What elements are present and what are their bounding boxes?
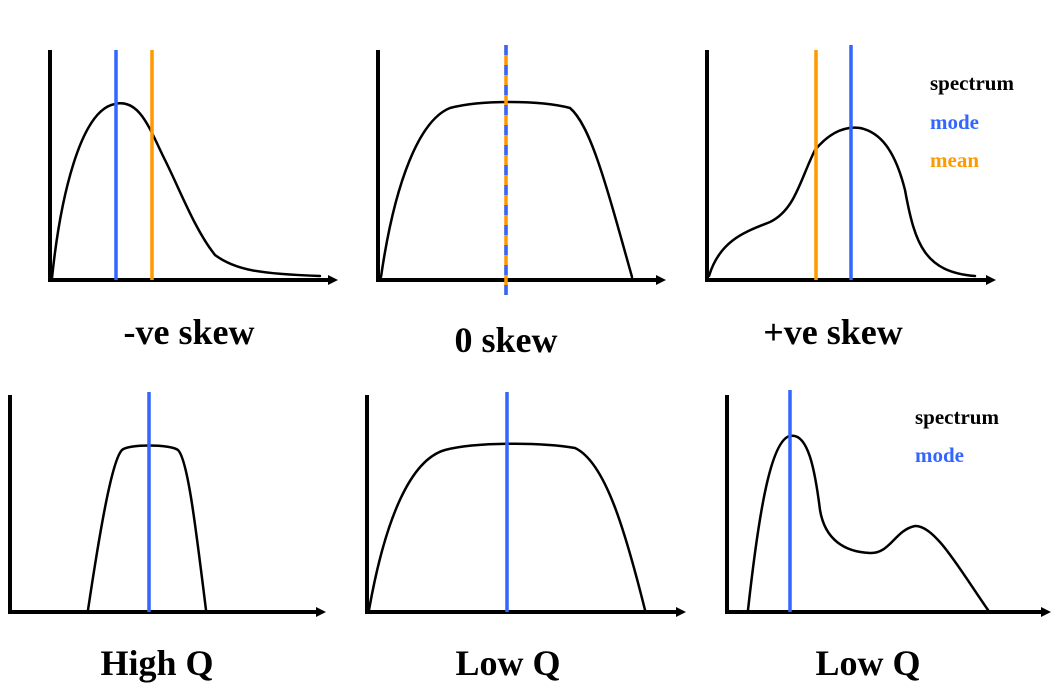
- legend-top-mode: mode: [930, 110, 979, 134]
- panel-2-spectrum-curve: [379, 100, 634, 279]
- legend-bottom: spectrum mode: [915, 405, 999, 467]
- panel-6-caption: Low Q: [815, 643, 920, 683]
- panel-positive-skew: +ve skew: [705, 45, 996, 352]
- panel-1-caption: -ve skew: [124, 312, 255, 352]
- panel-2-axes: [376, 50, 666, 285]
- panel-5-axes: [365, 395, 686, 617]
- panel-1-spectrum-curve: [50, 102, 322, 280]
- panel-3-axes: [705, 50, 996, 285]
- legend-top-mean: mean: [930, 148, 979, 172]
- panel-6-axes: [725, 395, 1051, 617]
- panel-6-spectrum-curve: [746, 434, 990, 612]
- panel-4-axes: [8, 395, 326, 617]
- panel-3-caption: +ve skew: [763, 312, 903, 352]
- panel-4-spectrum-curve: [86, 444, 208, 612]
- panel-high-q: High Q: [8, 392, 326, 683]
- panel-3-spectrum-curve: [707, 126, 977, 278]
- legend-top-spectrum: spectrum: [930, 71, 1014, 95]
- panel-5-caption: Low Q: [455, 643, 560, 683]
- panel-2-caption: 0 skew: [454, 320, 557, 360]
- panel-4-caption: High Q: [100, 643, 213, 683]
- legend-bottom-mode: mode: [915, 443, 964, 467]
- legend-bottom-spectrum: spectrum: [915, 405, 999, 429]
- panel-1-axes: [48, 50, 338, 285]
- panel-negative-skew: -ve skew: [48, 50, 338, 352]
- panel-zero-skew: 0 skew: [376, 45, 666, 360]
- panel-low-q-bimodal: Low Q: [725, 390, 1051, 683]
- panel-low-q-flat: Low Q: [365, 392, 686, 683]
- legend-top: spectrum mode mean: [930, 71, 1014, 172]
